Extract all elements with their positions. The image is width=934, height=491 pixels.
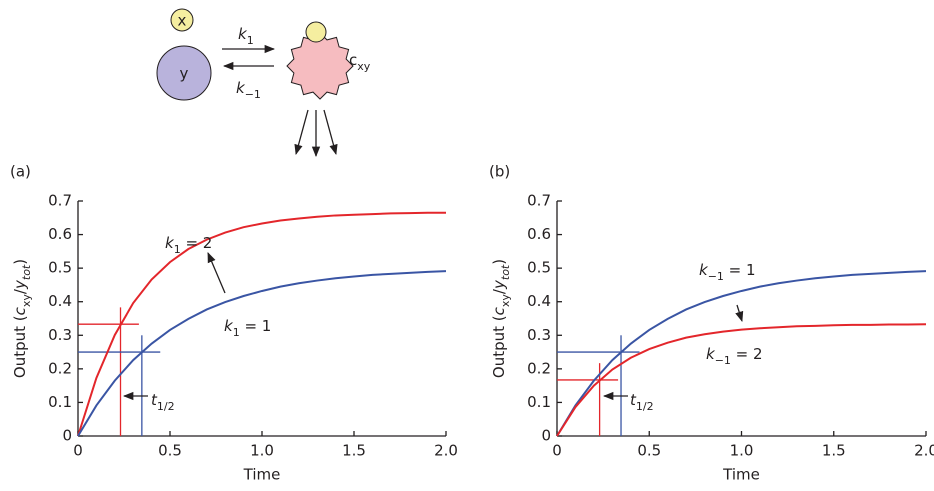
y-tick-label: 0.1: [48, 393, 72, 411]
y-tick-label: 0.3: [527, 326, 551, 344]
x-tick-label: 0: [552, 442, 562, 460]
text-part: Output (: [11, 315, 29, 378]
figure: x y k1 k−1 cxy (a)00.10.20.30.40.50.60.7…: [0, 0, 934, 491]
x-axis-label: Time: [243, 466, 281, 484]
text-part: = 1: [724, 261, 756, 279]
x-tick-label: 1.0: [250, 442, 274, 460]
x-axis-label: Time: [722, 466, 760, 484]
annotation: k−1 = 1: [699, 261, 756, 283]
x-tick-label: 0.5: [637, 442, 661, 460]
y-tick-label: 0.3: [48, 326, 72, 344]
y-tick-label: 0.7: [527, 192, 551, 210]
annotation: k−1 = 2: [706, 345, 763, 367]
y-tick-label: 0.1: [527, 393, 551, 411]
text-part: 1: [174, 243, 181, 256]
annotation: t1/2: [630, 391, 654, 413]
annotation: t1/2: [151, 391, 175, 413]
species-x-label: x: [178, 12, 187, 30]
text-part: 1: [233, 326, 240, 339]
reverse-rate-label: k−1: [236, 79, 261, 101]
text-part: = 1: [240, 317, 272, 335]
y-tick-label: 0: [541, 427, 551, 445]
annotation: k1 = 2: [165, 234, 212, 256]
y-tick-label: 0.4: [527, 292, 551, 310]
forward-rate-label: k1: [238, 25, 254, 47]
x-tick-label: 0: [73, 442, 83, 460]
y-tick-label: 0.2: [48, 359, 72, 377]
text-part: Output (: [490, 315, 508, 378]
x-tick-label: 1.5: [822, 442, 846, 460]
y-tick-label: 0: [62, 427, 72, 445]
text-part: 1/2: [636, 400, 654, 413]
y-tick-label: 0.7: [48, 192, 72, 210]
complex-shape: [287, 33, 353, 99]
text-part: ): [490, 259, 508, 265]
text-part: −1: [715, 354, 731, 367]
y-tick-label: 0.5: [48, 259, 72, 277]
y-tick-label: 0.5: [527, 259, 551, 277]
text-part: = 2: [731, 345, 763, 363]
y-axis-label: Output (cxy/ytot): [490, 259, 512, 378]
text-part: xy: [357, 60, 371, 73]
annotation: k1 = 1: [224, 317, 271, 339]
panel-label: (b): [489, 163, 510, 181]
text-part: tot: [499, 264, 512, 280]
text-part: = 2: [181, 234, 213, 252]
reaction-diagram: x y k1 k−1 cxy: [157, 9, 371, 156]
text-part: c: [349, 51, 357, 69]
annotation-arrow: [737, 305, 742, 321]
bound-x-circle: [306, 22, 326, 42]
y-axis-label: Output (cxy/ytot): [11, 259, 33, 378]
complex-label: cxy: [349, 51, 371, 73]
x-tick-label: 2.0: [434, 442, 458, 460]
species-y-label: y: [180, 65, 189, 83]
text-part: 1/2: [157, 400, 175, 413]
y-tick-label: 0.6: [48, 225, 72, 243]
y-tick-label: 0.6: [527, 225, 551, 243]
text-part: ): [11, 259, 29, 265]
text-part: xy: [499, 294, 512, 308]
text-part: xy: [20, 294, 33, 308]
x-tick-label: 0.5: [158, 442, 182, 460]
text-part: tot: [20, 264, 33, 280]
text-part: 1: [247, 34, 254, 47]
output-arrow: [296, 110, 308, 154]
text-part: −1: [245, 88, 261, 101]
x-tick-label: 2.0: [914, 442, 934, 460]
series-line: [78, 271, 446, 436]
panel-label: (a): [10, 163, 31, 181]
y-tick-label: 0.2: [527, 359, 551, 377]
annotation-arrow: [208, 253, 225, 293]
x-tick-label: 1.5: [342, 442, 366, 460]
y-tick-label: 0.4: [48, 292, 72, 310]
x-tick-label: 1.0: [730, 442, 754, 460]
output-arrow: [324, 110, 336, 154]
text-part: −1: [708, 270, 724, 283]
